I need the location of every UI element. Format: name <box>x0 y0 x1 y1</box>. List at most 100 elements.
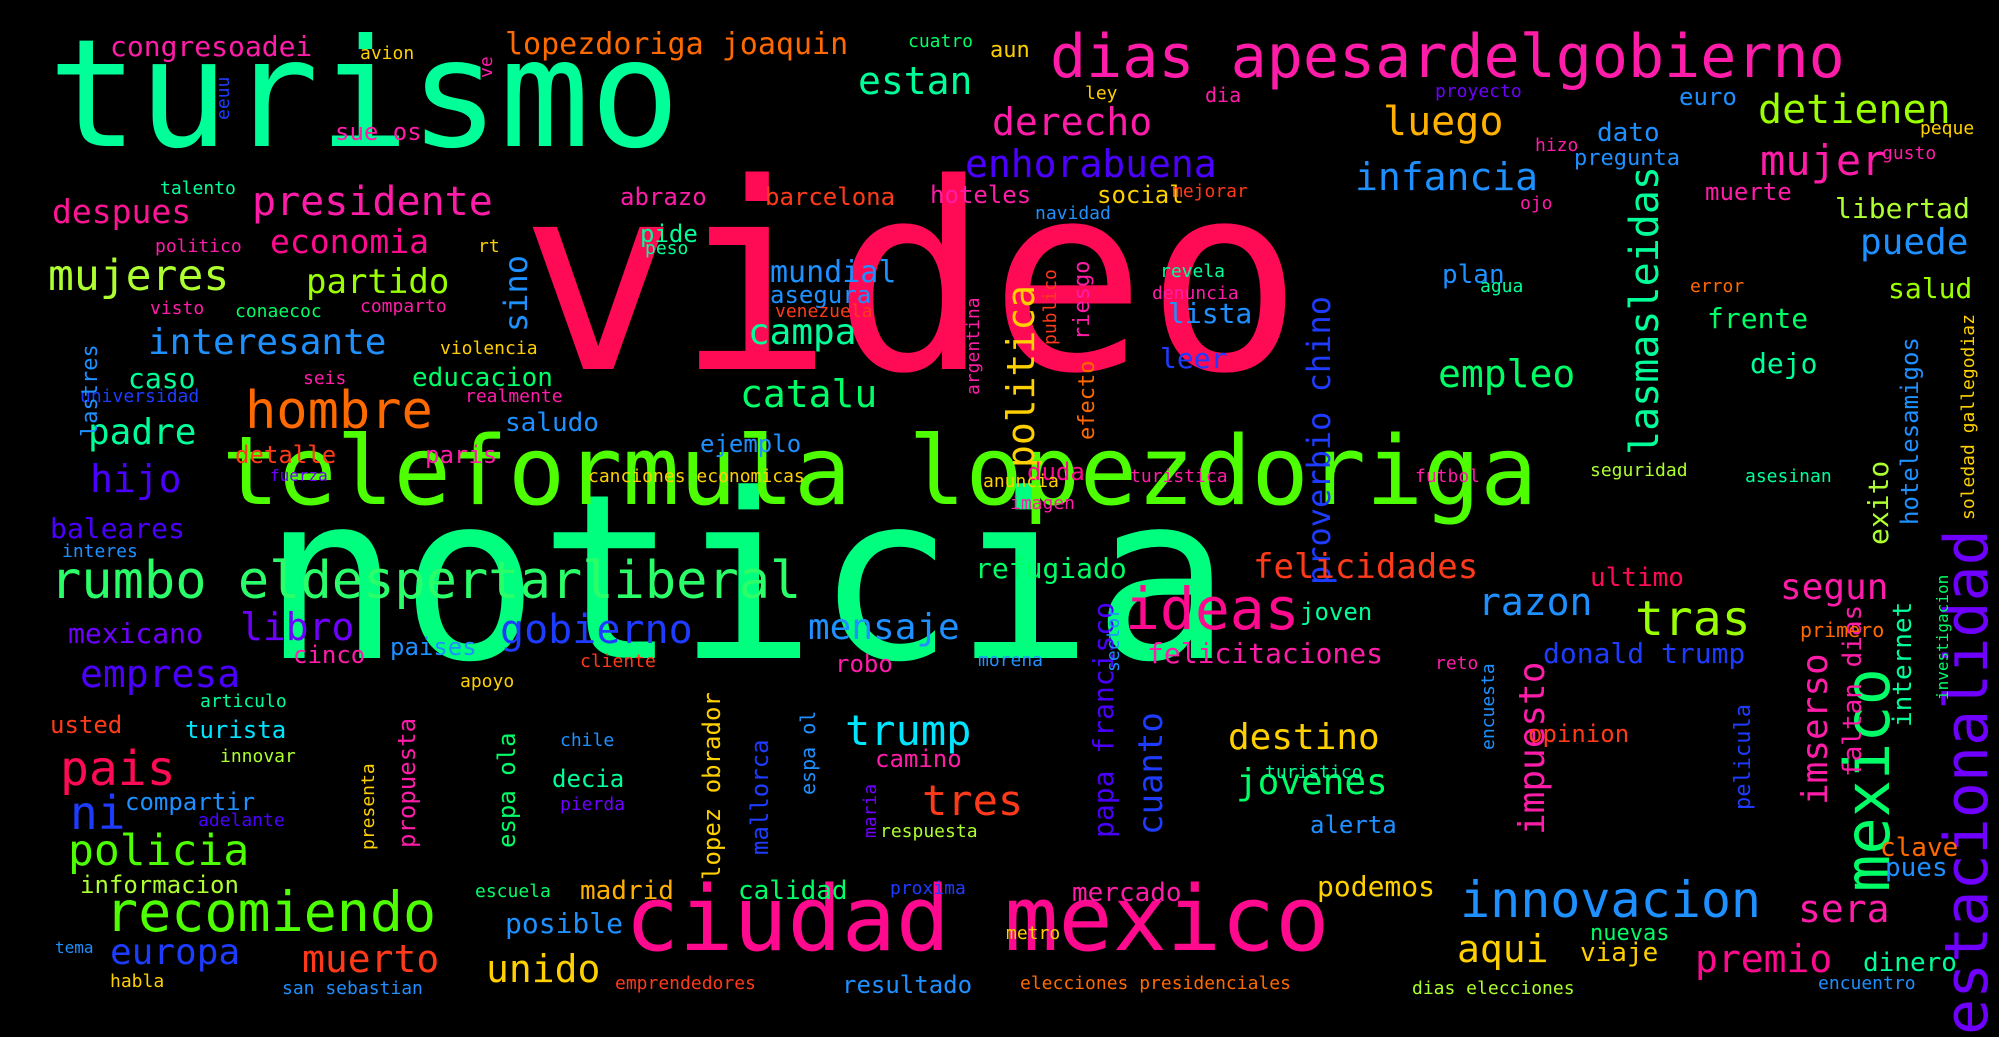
word-pais: pais <box>60 741 176 797</box>
word-noticia: noticia <box>262 446 1232 713</box>
word-segun: segun <box>1780 567 1889 608</box>
word-opinion: opinion <box>1528 720 1630 748</box>
word-hotelesamigos: hotelesamigos <box>1896 337 1924 525</box>
word-habla: habla <box>110 971 165 992</box>
word-peso: peso <box>645 238 689 259</box>
word-teleformula-lopezdoriga: teleformula lopezdoriga <box>222 417 1538 527</box>
word-pelicula: pelicula <box>1731 704 1756 810</box>
word-apoyo: apoyo <box>460 671 515 692</box>
word-ejemplo: ejemplo <box>700 430 802 458</box>
word-espa-ola: espa ola <box>493 732 521 848</box>
word-conaecoc: conaecoc <box>235 301 322 322</box>
word-lopez-obrador: lopez obrador <box>698 692 726 880</box>
word-paris: paris <box>425 441 498 469</box>
word-hijo: hijo <box>90 457 182 501</box>
word-innovar: innovar <box>220 746 296 767</box>
word-estan: estan <box>858 59 973 103</box>
word-lastres: lastres <box>78 344 103 437</box>
word-presidente: presidente <box>252 179 493 225</box>
word-empresa: empresa <box>80 652 241 696</box>
word-cuatro: cuatro <box>908 31 974 52</box>
word-metro: metro <box>1006 923 1061 944</box>
word-lista: lista <box>1168 297 1253 330</box>
word-donald-trump: donald trump <box>1543 637 1746 670</box>
word-catalu: catalu <box>740 372 878 416</box>
word-turistico: turistico <box>1265 762 1363 783</box>
word-denuncia: denuncia <box>1152 283 1239 304</box>
word-realmente: realmente <box>465 386 563 407</box>
word-ultimo: ultimo <box>1590 563 1684 593</box>
word-duda: duda <box>1027 458 1085 486</box>
word-talento: talento <box>160 178 236 199</box>
word-pregunta: pregunta <box>1574 146 1680 171</box>
word-impuesto: impuesto <box>1512 661 1553 835</box>
word-unido: unido <box>486 947 601 991</box>
word-hombre: hombre <box>245 381 433 441</box>
word-posible: posible <box>505 907 624 940</box>
word-detalle: detalle <box>235 441 337 469</box>
word-interes: interes <box>62 541 138 562</box>
word-espa-ol: espa ol <box>796 710 820 795</box>
word-venezuela: venezuela <box>775 301 873 322</box>
word-mundial: mundial <box>770 255 897 290</box>
word-violencia: violencia <box>440 338 538 359</box>
word-alerta: alerta <box>1310 811 1397 839</box>
word-plan: plan <box>1442 260 1505 290</box>
word-libertad: libertad <box>1835 192 1970 225</box>
word-mejorar: mejorar <box>1172 181 1248 202</box>
word-maria: maria <box>860 783 881 838</box>
word-seguridad: seguridad <box>1590 460 1688 481</box>
word-propuesta: propuesta <box>393 717 421 848</box>
word-seis: seis <box>303 368 347 389</box>
word-derecho: derecho <box>992 100 1153 144</box>
word-salud: salud <box>1888 272 1973 305</box>
word-campa: campa <box>748 312 857 353</box>
word-peque: peque <box>1920 118 1975 139</box>
word-baleares: baleares <box>50 512 185 545</box>
word-mujer: mujer <box>1760 136 1887 185</box>
word-interesante: interesante <box>148 322 387 363</box>
word-paises: paises <box>390 633 477 661</box>
word-canciones-economicas: canciones economicas <box>588 466 805 487</box>
word-barcelona: barcelona <box>765 183 896 211</box>
word-ciudad-mexico: ciudad mexico <box>625 867 1330 972</box>
word-riesgo: riesgo <box>1070 260 1095 340</box>
word-sector: sector <box>1103 606 1124 672</box>
word-europa: europa <box>110 932 241 973</box>
word-policia: policia <box>68 826 250 876</box>
word-abrazo: abrazo <box>620 183 707 211</box>
word-euro: euro <box>1679 83 1737 111</box>
word-cuanto: cuanto <box>1131 712 1171 835</box>
word-video: video <box>520 129 1303 431</box>
word-dato: dato <box>1597 118 1660 148</box>
word-publico: publico <box>1040 269 1061 345</box>
word-chile: chile <box>560 730 615 751</box>
word-leer: leer <box>1160 342 1228 375</box>
word-clave: clave <box>1880 833 1959 863</box>
word-camino: camino <box>875 745 962 773</box>
word-pierda: pierda <box>560 794 626 815</box>
word-articulo: articulo <box>200 691 287 712</box>
word-caso: caso <box>128 362 196 395</box>
word-politica: politica <box>999 284 1043 468</box>
word-recomiendo: recomiendo <box>105 880 437 944</box>
word-padre: padre <box>88 412 197 453</box>
word-trump: trump <box>845 706 972 755</box>
word-sue-os: sue os <box>335 118 422 146</box>
word-politico: politico <box>155 236 242 257</box>
word-ve: ve <box>476 56 497 78</box>
word-resultado: resultado <box>842 971 973 999</box>
word-cliente: cliente <box>580 651 656 672</box>
word-podemos: podemos <box>1317 870 1436 903</box>
word-eeuu: eeuu <box>213 76 234 120</box>
word-enhorabuena: enhorabuena <box>965 142 1217 186</box>
word-hoteles: hoteles <box>930 181 1032 209</box>
word-emprendedores: emprendedores <box>615 973 756 994</box>
word-economia: economia <box>270 222 429 261</box>
word-ni: ni <box>70 786 126 840</box>
word-ojo: ojo <box>1520 193 1553 214</box>
word-felicitaciones: felicitaciones <box>1147 637 1384 670</box>
word-muerto: muerto <box>302 937 440 981</box>
word-usted: usted <box>50 711 123 739</box>
